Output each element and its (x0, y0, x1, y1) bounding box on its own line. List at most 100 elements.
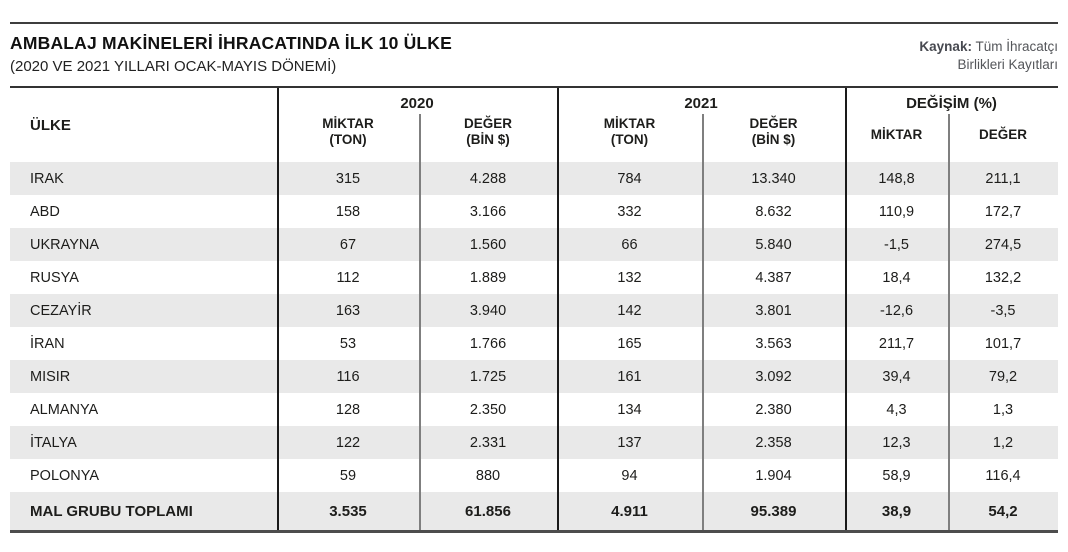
value-cell: 1.725 (469, 368, 507, 385)
value-cell: 18,4 (882, 269, 911, 286)
value-cell: -1,5 (884, 236, 909, 253)
value-cell: 122 (335, 434, 361, 451)
value-cell: 4.288 (469, 170, 507, 187)
country-cell: IRAK (30, 170, 64, 187)
table-row: IRAK 315 4.288 784 13.340 148,8 211,1 (10, 162, 1058, 195)
group-header-2020: 2020 (400, 95, 434, 112)
column-header-2021-quantity: MİKTAR (TON) (557, 116, 702, 148)
value-cell: 128 (335, 401, 361, 418)
value-cell: 13.340 (751, 170, 796, 187)
value-cell: 165 (617, 335, 642, 352)
value-cell: 3.166 (469, 203, 507, 220)
value-cell: 163 (335, 302, 361, 319)
value-cell: 101,7 (984, 335, 1022, 352)
group-header-change: DEĞİŞİM (%) (906, 95, 997, 112)
value-cell: 8.632 (755, 203, 792, 220)
value-cell: 58,9 (882, 467, 911, 484)
subheader-line1: DEĞER (749, 116, 798, 131)
value-cell: 784 (617, 170, 642, 187)
value-cell: 2.331 (469, 434, 507, 451)
total-value-cell: 61.856 (465, 502, 511, 520)
total-value-cell: 38,9 (881, 502, 912, 520)
table-row: İRAN 53 1.766 165 3.563 211,7 101,7 (10, 327, 1058, 360)
value-cell: 12,3 (882, 434, 911, 451)
value-cell: 1.766 (469, 335, 507, 352)
total-value-cell: 54,2 (988, 502, 1018, 520)
value-cell: 3.801 (755, 302, 792, 319)
country-cell: İTALYA (30, 434, 77, 451)
value-cell: 172,7 (984, 203, 1022, 220)
subheader-line2: (TON) (329, 132, 367, 147)
value-cell: 94 (621, 467, 638, 484)
country-cell: ABD (30, 203, 60, 220)
total-value-cell: 95.389 (750, 502, 797, 520)
column-header-2020-quantity: MİKTAR (TON) (277, 116, 419, 148)
total-row: MAL GRUBU TOPLAMI 3.535 61.856 4.911 95.… (10, 492, 1058, 530)
value-cell: 3.563 (755, 335, 792, 352)
subcolumn-divider-line (419, 114, 421, 530)
value-cell: 134 (617, 401, 642, 418)
value-cell: 132 (617, 269, 642, 286)
data-table: ÜLKE 2020 2021 DEĞİŞİM (%) MİKTAR (TON) … (10, 86, 1058, 533)
table-row: İTALYA 122 2.331 137 2.358 12,3 1,2 (10, 426, 1058, 459)
value-cell: 1.889 (469, 269, 507, 286)
subcolumn-divider-line (948, 114, 950, 530)
table-header: ÜLKE 2020 2021 DEĞİŞİM (%) MİKTAR (TON) … (10, 88, 1058, 162)
top-divider (10, 22, 1058, 24)
source-text-line1: Tüm İhracatçı (975, 39, 1058, 54)
value-cell: 161 (617, 368, 642, 385)
country-cell: İRAN (30, 335, 65, 352)
value-cell: -3,5 (990, 302, 1016, 319)
value-cell: 1,3 (992, 401, 1014, 418)
value-cell: 5.840 (755, 236, 792, 253)
group-divider-line (557, 88, 559, 530)
value-cell: 211,7 (878, 335, 915, 352)
page-title: AMBALAJ MAKİNELERİ İHRACATINDA İLK 10 ÜL… (10, 33, 453, 53)
group-divider-line (845, 88, 847, 530)
value-cell: 116 (336, 368, 360, 385)
column-header-country: ÜLKE (30, 117, 71, 134)
country-cell: ALMANYA (30, 401, 99, 418)
subheader-line2: (BİN $) (751, 132, 796, 147)
country-cell: RUSYA (30, 269, 79, 286)
table-row: POLONYA 59 880 94 1.904 58,9 116,4 (10, 459, 1058, 492)
value-cell: 110,9 (878, 203, 915, 220)
table-row: MISIR 116 1.725 161 3.092 39,4 79,2 (10, 360, 1058, 393)
value-cell: 66 (621, 236, 638, 253)
total-value-cell: 3.535 (329, 502, 367, 520)
value-cell: 880 (475, 467, 501, 484)
value-cell: 4.387 (755, 269, 792, 286)
column-header-change-quantity: MİKTAR (870, 127, 923, 142)
value-cell: 53 (339, 335, 357, 352)
table-row: CEZAYİR 163 3.940 142 3.801 -12,6 -3,5 (10, 294, 1058, 327)
value-cell: 158 (335, 203, 361, 220)
value-cell: 59 (339, 467, 357, 484)
value-cell: 132,2 (984, 269, 1022, 286)
value-cell: 2.358 (755, 434, 792, 451)
value-cell: 3.940 (469, 302, 507, 319)
table-row: RUSYA 112 1.889 132 4.387 18,4 132,2 (10, 261, 1058, 294)
value-cell: 315 (335, 170, 361, 187)
value-cell: 211,1 (985, 170, 1021, 187)
column-header-change-value: DEĞER (978, 127, 1027, 142)
country-cell: MISIR (30, 368, 71, 385)
source-text-line2: Birlikleri Kayıtları (957, 57, 1058, 72)
subcolumn-divider-line (702, 114, 704, 530)
country-cell: POLONYA (30, 467, 100, 484)
total-label: MAL GRUBU TOPLAMI (30, 502, 193, 520)
value-cell: 1.904 (755, 467, 792, 484)
value-cell: 3.092 (755, 368, 792, 385)
value-cell: 39,4 (882, 368, 911, 385)
total-value-cell: 4.911 (611, 502, 648, 520)
value-cell: 2.380 (755, 401, 792, 418)
value-cell: 137 (617, 434, 642, 451)
table-row: ALMANYA 128 2.350 134 2.380 4,3 1,3 (10, 393, 1058, 426)
table-row: ABD 158 3.166 332 8.632 110,9 172,7 (10, 195, 1058, 228)
value-cell: -12,6 (879, 302, 914, 319)
source-note: Kaynak: Tüm İhracatçı Birlikleri Kayıtla… (919, 38, 1058, 74)
group-divider-line (277, 88, 279, 530)
page-subtitle: (2020 VE 2021 YILLARI OCAK-MAYIS DÖNEMİ) (10, 58, 337, 75)
value-cell: 332 (617, 203, 642, 220)
subheader-line1: MİKTAR (603, 116, 656, 131)
